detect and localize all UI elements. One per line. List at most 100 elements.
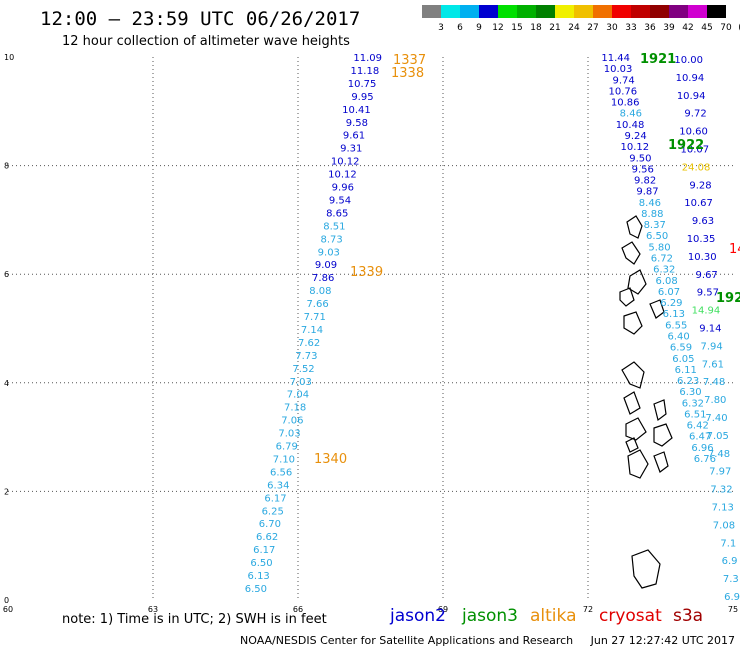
wave-height-value: 7.61 (702, 359, 724, 370)
island-outline (625, 437, 639, 453)
wave-height-value: 8.08 (309, 286, 331, 297)
legend-label: 9 (476, 23, 482, 33)
y-tick-label: 2 (4, 487, 9, 496)
pass-label: 1340 (314, 452, 347, 467)
legend-swatch (479, 5, 498, 18)
wave-height-value: 9.63 (692, 216, 714, 227)
wave-height-value: 9.54 (329, 195, 351, 206)
wave-height-value: 7.40 (705, 413, 727, 424)
wave-height-value: 7.04 (287, 390, 309, 401)
wave-height-value: 10.94 (676, 73, 705, 84)
wave-height-value: 7.08 (713, 520, 735, 531)
footer: NOAA/NESDIS Center for Satellite Applica… (240, 634, 735, 647)
legend-swatch (441, 5, 460, 18)
wave-height-value: 7.52 (292, 364, 314, 375)
wave-height-value: 5.80 (648, 242, 670, 253)
wave-height-value: 11.18 (351, 66, 380, 77)
island-outline (627, 269, 647, 295)
island-outline (626, 215, 643, 239)
wave-height-value: 7.18 (284, 403, 306, 414)
x-tick-label: 69 (438, 605, 448, 614)
island-outline (623, 311, 643, 335)
wave-height-value: 7.1 (720, 538, 736, 549)
pass-label: 1922 (668, 138, 704, 153)
wave-height-value: 8.37 (644, 220, 666, 231)
wave-height-value: 8.46 (620, 109, 642, 120)
wave-height-value: 6.51 (684, 409, 706, 420)
wave-height-value: 10.07 (681, 145, 710, 156)
legend-swatch (650, 5, 669, 18)
wave-height-value: 6.08 (656, 276, 678, 287)
wave-height-value: 7.66 (306, 299, 328, 310)
legend-swatch (593, 5, 612, 18)
pass-label: 192 (716, 291, 740, 306)
legend-swatch (631, 5, 650, 18)
x-tick-label: 60 (3, 605, 13, 614)
legend-label: 45 (701, 23, 713, 33)
wave-height-value: 6.25 (262, 506, 284, 517)
wave-height-value: 7.14 (301, 325, 323, 336)
wave-height-value: 6.40 (667, 331, 689, 342)
wave-height-value: 6.70 (259, 519, 281, 530)
legend-label: 12 (492, 23, 504, 33)
legend-swatch (707, 5, 726, 18)
x-tick-label: 66 (293, 605, 303, 614)
wave-height-value: 6.34 (267, 480, 289, 491)
legend-label: 39 (663, 23, 675, 33)
wave-height-value: 6.79 (276, 442, 298, 453)
legend-altika: altika (530, 606, 577, 626)
note-text: note: 1) Time is in UTC; 2) SWH is in fe… (62, 612, 327, 627)
wave-height-value: 6.96 (691, 443, 713, 454)
legend-s3a: s3a (673, 606, 704, 626)
wave-height-value: 10.00 (674, 55, 703, 66)
wave-height-value: 9.24 (624, 131, 646, 142)
wave-height-value: 10.12 (620, 142, 649, 153)
wave-height-value: 9.61 (343, 131, 365, 142)
legend-swatch (669, 5, 688, 18)
wave-height-value: 6.17 (253, 545, 275, 556)
legend-label: 27 (587, 23, 599, 33)
wave-height-value: 7.48 (708, 449, 730, 460)
y-tick-label: 0 (4, 596, 9, 605)
wave-height-value: 7.32 (710, 485, 732, 496)
legend-swatch (460, 5, 479, 18)
island-outline (649, 299, 665, 319)
legend-label: 36 (644, 23, 656, 33)
pass-label: 1339 (350, 265, 383, 280)
wave-height-value: 10.30 (688, 252, 717, 263)
wave-height-value: 10.60 (679, 127, 708, 138)
legend-jason2: jason2 (390, 606, 446, 626)
wave-height-value: 7.97 (709, 467, 731, 478)
wave-height-value: 6.32 (653, 265, 675, 276)
x-tick-label: 75 (728, 605, 738, 614)
wave-height-value: 6.17 (264, 493, 286, 504)
wave-height-value: 9.74 (613, 75, 635, 86)
island-outline (631, 549, 661, 589)
wave-height-value: 9.57 (697, 288, 719, 299)
wave-height-value: 10.12 (331, 157, 360, 168)
wave-height-value: 9.82 (634, 176, 656, 187)
legend-jason3: jason3 (462, 606, 518, 626)
wave-height-value: 6.62 (256, 532, 278, 543)
wave-height-value: 6.07 (658, 287, 680, 298)
wave-height-value: 9.56 (632, 164, 654, 175)
legend-label: 18 (530, 23, 542, 33)
wave-height-value: 6.50 (250, 558, 272, 569)
legend-swatch (498, 5, 517, 18)
x-tick-label: 72 (583, 605, 593, 614)
wave-height-value: 6.13 (663, 309, 685, 320)
legend-label: 6 (457, 23, 463, 33)
wave-height-value: 6.9 (724, 592, 740, 603)
legend-swatch (517, 5, 536, 18)
legend-label: 24 (568, 23, 580, 33)
wave-height-value: 9.31 (340, 144, 362, 155)
wave-height-value: 7.05 (707, 431, 729, 442)
page-title: 12:00 – 23:59 UTC 06/26/2017 (40, 8, 361, 30)
legend-swatch (612, 5, 631, 18)
wave-height-value: 6.32 (682, 398, 704, 409)
legend-label: 33 (625, 23, 637, 33)
wave-height-value: 6.50 (245, 584, 267, 595)
island-outline (627, 449, 649, 479)
y-tick-label: 8 (4, 162, 9, 171)
island-outline (619, 287, 635, 307)
